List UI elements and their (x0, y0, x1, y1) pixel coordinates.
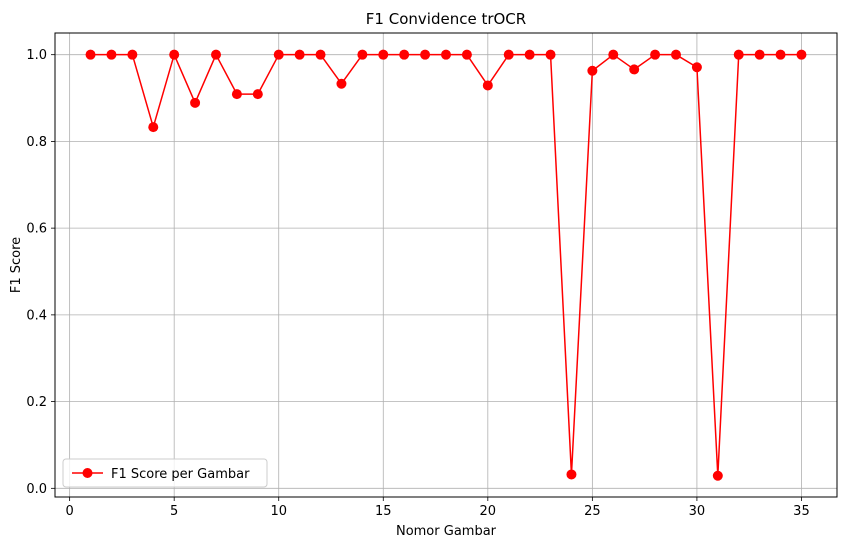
data-point (545, 49, 556, 60)
data-point (796, 49, 807, 60)
y-tick-label: 0.2 (26, 395, 47, 410)
data-point (127, 49, 138, 60)
data-point (566, 469, 577, 480)
x-tick-label: 10 (270, 504, 287, 519)
data-point (294, 49, 305, 60)
data-point (587, 65, 598, 76)
data-point (190, 97, 201, 108)
x-axis-label: Nomor Gambar (396, 524, 497, 539)
data-point (754, 49, 765, 60)
y-tick-label: 0.4 (26, 308, 47, 323)
data-point (775, 49, 786, 60)
data-point (106, 49, 117, 60)
data-point (169, 49, 180, 60)
data-point (461, 49, 472, 60)
data-point (482, 80, 493, 91)
x-tick-label: 15 (375, 504, 392, 519)
legend-box (62, 458, 268, 488)
y-tick-label: 0.6 (26, 222, 47, 237)
legend-marker-swatch (82, 468, 93, 478)
series-layer (85, 49, 807, 481)
legend: F1 Score per Gambar (62, 458, 268, 488)
chart-title: F1 Convidence trOCR (366, 10, 526, 28)
data-point (524, 49, 535, 60)
x-tick-label: 25 (584, 504, 601, 519)
data-point (315, 49, 326, 60)
ticks: 0 5 10 15 20 25 30 35 0.0 0.2 0.4 0.6 0.8 1.0 (26, 48, 809, 519)
x-tick-label: 35 (793, 504, 810, 519)
data-point (503, 49, 514, 60)
data-point (712, 470, 723, 481)
data-point (85, 49, 96, 60)
x-tick-label: 5 (170, 504, 178, 519)
data-point (357, 49, 368, 60)
x-tick-label: 0 (65, 504, 73, 519)
data-point (399, 49, 410, 60)
data-point (231, 89, 242, 100)
data-point (629, 64, 640, 75)
data-point (378, 49, 389, 60)
data-point (420, 49, 431, 60)
data-point (336, 78, 347, 89)
x-tick-label: 30 (689, 504, 706, 519)
y-tick-label: 0.8 (26, 135, 47, 150)
data-point (441, 49, 451, 60)
data-point (650, 49, 661, 60)
legend-label: F1 Score per Gambar (111, 467, 250, 482)
data-point (273, 49, 284, 60)
data-point (608, 49, 619, 60)
y-tick-label: 1.0 (26, 48, 47, 63)
data-point (691, 62, 702, 73)
y-tick-label: 0.0 (26, 482, 47, 497)
data-point (148, 122, 159, 133)
data-point (671, 49, 681, 60)
data-point (733, 49, 744, 60)
y-axis-label: F1 Score (9, 237, 24, 293)
data-point (252, 89, 263, 100)
plot-frame (54, 32, 838, 498)
data-point (211, 49, 221, 60)
x-tick-label: 20 (480, 504, 497, 519)
